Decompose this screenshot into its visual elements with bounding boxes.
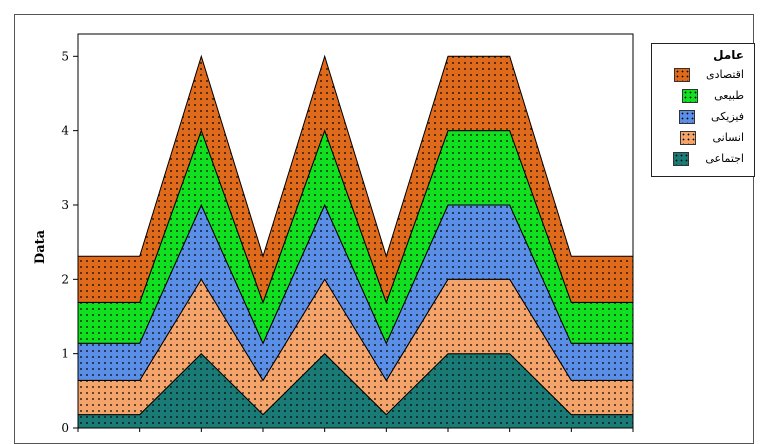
y-tick-label-2: 2 [61, 272, 69, 286]
area-layers [77, 54, 634, 429]
area-pattern-2 [78, 279, 633, 415]
legend-label: طبیعی [714, 89, 744, 102]
y-tick-label-3: 3 [61, 198, 69, 212]
area-pattern-3 [78, 205, 633, 381]
legend-entry: طبیعی [652, 85, 754, 106]
legend-label: اجتماعی [705, 152, 744, 165]
y-tick-label-5: 5 [61, 49, 69, 63]
legend-entry: انسانی [652, 127, 754, 148]
stacked-area-chart: 0 1 2 3 4 5 Data [33, 33, 634, 432]
legend-label: انسانی [712, 131, 744, 144]
legend-entry: فیزیکی [652, 106, 754, 127]
legend: عامل اقتصادی طبیعی فیزیکی انسانی اجتماعی [651, 43, 755, 177]
y-tick-label-0: 0 [61, 421, 69, 432]
legend-swatch [679, 109, 696, 124]
legend-swatch [673, 151, 690, 166]
legend-label: اقتصادی [705, 68, 744, 81]
area-pattern-4 [78, 130, 633, 344]
area-pattern-1 [78, 353, 633, 428]
legend-swatch [680, 130, 697, 145]
y-tick-label-4: 4 [61, 124, 69, 138]
axes: 0 1 2 3 4 5 [61, 33, 634, 432]
legend-entries: اقتصادی طبیعی فیزیکی انسانی اجتماعی [652, 64, 754, 169]
legend-swatch [682, 88, 699, 103]
plot-border [77, 33, 634, 432]
area-pattern-5 [78, 56, 633, 303]
y-tick-label-1: 1 [61, 347, 69, 361]
legend-entry: اقتصادی [652, 64, 754, 85]
legend-title: عامل [713, 48, 744, 62]
legend-label: فیزیکی [711, 110, 744, 123]
legend-swatch [673, 67, 690, 82]
y-axis-label: Data [33, 229, 48, 264]
legend-entry: اجتماعی [652, 148, 754, 169]
